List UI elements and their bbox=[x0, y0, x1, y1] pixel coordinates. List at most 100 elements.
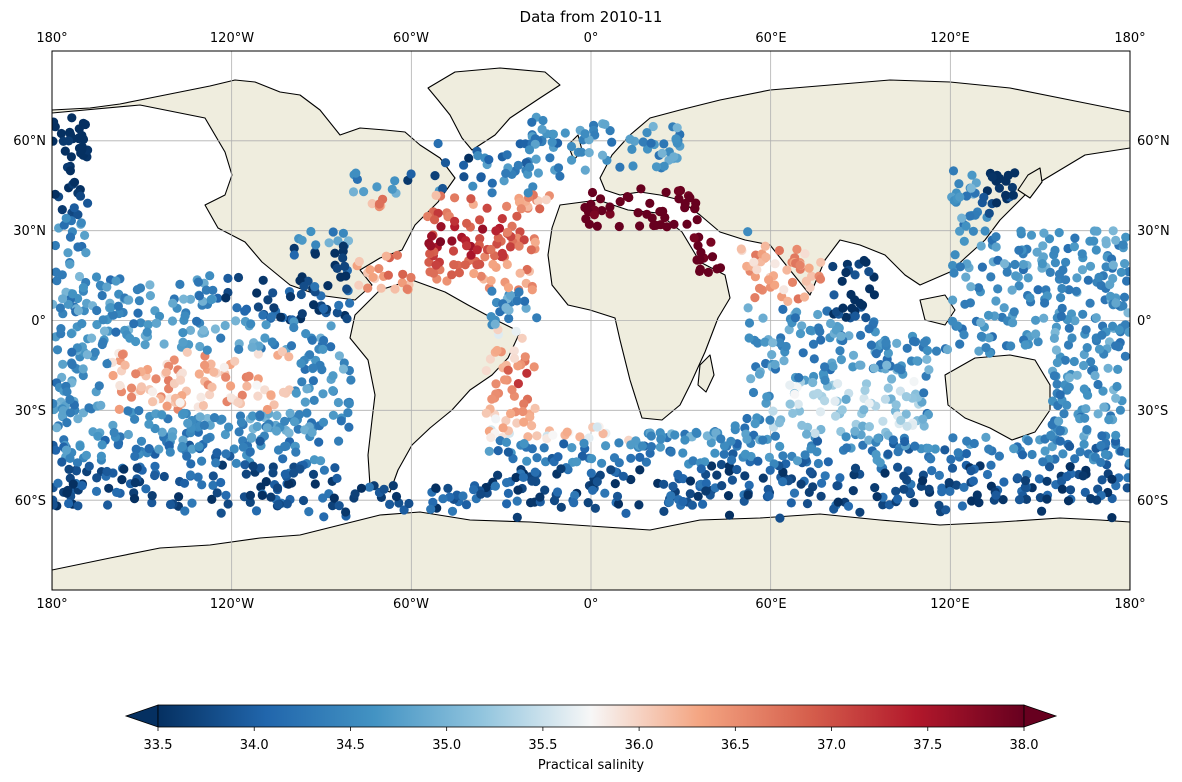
salinity-point bbox=[226, 393, 237, 403]
salinity-point bbox=[873, 433, 883, 443]
salinity-point bbox=[993, 284, 1003, 294]
salinity-point bbox=[799, 292, 810, 302]
salinity-point bbox=[308, 469, 319, 479]
salinity-point bbox=[341, 271, 351, 281]
salinity-point bbox=[273, 499, 283, 510]
salinity-point bbox=[924, 484, 934, 494]
salinity-point bbox=[1056, 311, 1066, 321]
salinity-point bbox=[77, 145, 87, 155]
salinity-point bbox=[893, 447, 903, 457]
salinity-point bbox=[758, 473, 768, 483]
salinity-point bbox=[115, 380, 125, 391]
salinity-point bbox=[828, 261, 838, 272]
salinity-point bbox=[848, 350, 859, 360]
salinity-point bbox=[511, 326, 521, 336]
salinity-point bbox=[328, 227, 338, 237]
salinity-point bbox=[175, 375, 186, 385]
salinity-point bbox=[83, 198, 93, 208]
salinity-point bbox=[1034, 474, 1044, 484]
salinity-point bbox=[132, 463, 142, 473]
salinity-point bbox=[238, 442, 248, 452]
salinity-point bbox=[794, 373, 804, 383]
salinity-point bbox=[878, 416, 888, 426]
salinity-point bbox=[830, 396, 840, 406]
salinity-point bbox=[178, 337, 188, 347]
salinity-point bbox=[991, 296, 1001, 306]
salinity-point bbox=[145, 280, 155, 290]
salinity-point bbox=[208, 471, 218, 481]
salinity-point bbox=[512, 512, 522, 523]
salinity-point bbox=[221, 372, 231, 382]
salinity-point bbox=[344, 399, 354, 409]
salinity-point bbox=[223, 499, 233, 509]
salinity-point bbox=[743, 227, 753, 237]
salinity-point bbox=[486, 312, 496, 322]
salinity-point bbox=[678, 448, 688, 458]
salinity-point bbox=[284, 352, 294, 362]
salinity-point bbox=[1091, 245, 1101, 255]
salinity-point bbox=[965, 211, 975, 221]
salinity-point bbox=[344, 422, 354, 432]
salinity-point bbox=[263, 295, 273, 305]
salinity-point bbox=[530, 237, 540, 247]
salinity-point bbox=[180, 311, 190, 321]
salinity-point bbox=[680, 435, 690, 445]
salinity-point bbox=[183, 418, 193, 428]
salinity-point bbox=[522, 368, 532, 378]
salinity-point bbox=[487, 394, 497, 404]
salinity-point bbox=[309, 300, 319, 310]
salinity-point bbox=[547, 137, 557, 147]
salinity-point bbox=[252, 288, 262, 298]
salinity-point bbox=[202, 434, 212, 444]
salinity-point bbox=[220, 320, 230, 331]
salinity-point bbox=[656, 434, 666, 444]
lat-label-left: 30°S bbox=[15, 404, 46, 419]
salinity-point bbox=[130, 451, 140, 461]
salinity-point bbox=[770, 280, 780, 290]
colorbar-tick-label: 36.0 bbox=[625, 738, 654, 753]
salinity-point bbox=[92, 305, 102, 316]
salinity-point bbox=[717, 481, 727, 491]
salinity-point bbox=[812, 447, 822, 457]
salinity-point bbox=[427, 231, 437, 241]
salinity-point bbox=[883, 383, 893, 393]
salinity-point bbox=[62, 488, 72, 498]
salinity-point bbox=[1104, 415, 1114, 425]
salinity-point bbox=[126, 392, 137, 402]
salinity-point bbox=[692, 428, 702, 438]
salinity-point bbox=[52, 299, 58, 309]
salinity-point bbox=[600, 119, 610, 129]
lon-label-top: 120°E bbox=[930, 31, 970, 46]
salinity-point bbox=[123, 406, 133, 416]
salinity-point bbox=[309, 395, 319, 405]
salinity-point bbox=[343, 408, 353, 418]
salinity-point bbox=[74, 271, 85, 282]
salinity-point bbox=[1033, 337, 1043, 347]
salinity-point bbox=[381, 251, 391, 261]
salinity-point bbox=[605, 202, 615, 212]
salinity-point bbox=[866, 340, 877, 350]
salinity-point bbox=[73, 242, 83, 252]
salinity-point bbox=[1018, 259, 1028, 270]
salinity-point bbox=[297, 235, 307, 245]
salinity-point bbox=[126, 383, 137, 393]
salinity-point bbox=[664, 497, 675, 507]
salinity-point bbox=[206, 295, 216, 305]
salinity-point bbox=[1055, 436, 1065, 446]
salinity-point bbox=[826, 318, 836, 329]
salinity-point bbox=[980, 226, 990, 236]
salinity-point bbox=[84, 461, 94, 471]
salinity-point bbox=[75, 191, 86, 201]
salinity-point bbox=[500, 375, 510, 385]
salinity-point bbox=[1105, 291, 1116, 301]
salinity-point bbox=[255, 410, 265, 420]
salinity-point bbox=[185, 325, 196, 335]
salinity-point bbox=[1098, 386, 1108, 396]
salinity-point bbox=[901, 409, 911, 419]
salinity-point bbox=[334, 300, 344, 310]
salinity-point bbox=[114, 404, 124, 414]
salinity-point bbox=[966, 183, 976, 193]
salinity-point bbox=[268, 468, 278, 478]
salinity-point bbox=[58, 406, 68, 416]
salinity-point bbox=[1008, 318, 1018, 328]
